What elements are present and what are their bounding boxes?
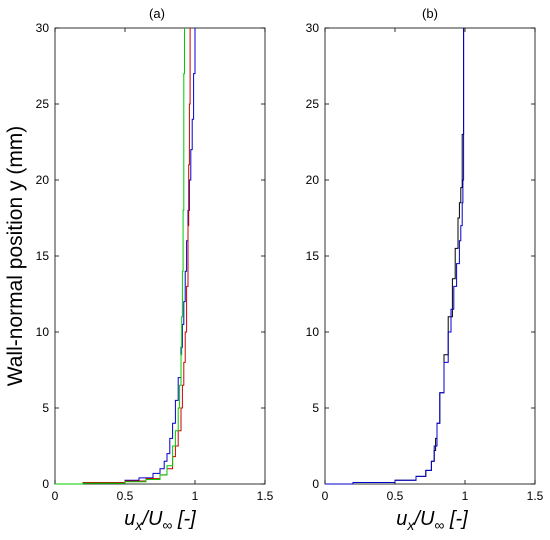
panel-a-x-tick-label: 0 xyxy=(52,489,59,503)
panel-a-x-tick-label: 1.5 xyxy=(257,489,274,503)
panel-a-y-tick-label: 30 xyxy=(36,21,50,35)
x-label-u: u xyxy=(396,508,407,530)
panel-b-series xyxy=(325,28,465,485)
panel-b-x-tick-label: 1 xyxy=(462,489,469,503)
panel-b-y-tick-label: 0 xyxy=(312,477,319,491)
panel-a-series-line-3 xyxy=(55,28,185,485)
panel-a-x-tick-label: 1 xyxy=(192,489,199,503)
panel-a-y-tick-label: 20 xyxy=(36,173,50,187)
panel-b-y-tick-label: 30 xyxy=(306,21,320,35)
panel-b-title: (b) xyxy=(422,6,438,21)
panel-a-x-tick-label: 0.5 xyxy=(117,489,134,503)
panel-a-x-axis-label: ux/U∞ [-] xyxy=(124,508,196,533)
panel-a-frame xyxy=(54,27,266,485)
panel-b-y-tick-label: 10 xyxy=(306,325,320,339)
panel-a-series xyxy=(55,28,196,485)
x-label-u: u xyxy=(124,508,135,530)
panel-a-y-tick-label: 5 xyxy=(42,401,49,415)
panel-b: (b) 0 0.5 1 1.5 0 5 10 15 20 25 30 ux/U∞ [-] xyxy=(306,6,544,533)
svg-text:ux/U∞ [-]: ux/U∞ [-] xyxy=(124,508,196,533)
panel-b-x-axis-label: ux/U∞ [-] xyxy=(396,508,468,533)
panel-a-series-line-1 xyxy=(55,28,196,485)
x-label-unit: [-] xyxy=(444,508,468,530)
panel-b-series-line-1 xyxy=(325,28,465,485)
panel-a-ticks: 0 0.5 1 1.5 0 5 10 15 20 25 30 xyxy=(36,21,274,503)
panel-a-y-tick-label: 25 xyxy=(36,97,50,111)
panel-b-y-tick-label: 15 xyxy=(306,249,320,263)
x-label-sub-inf: ∞ xyxy=(434,517,444,533)
x-label-slash: /U xyxy=(140,508,163,530)
x-label-unit: [-] xyxy=(172,508,196,530)
panel-b-x-tick-label: 0 xyxy=(322,489,329,503)
panel-b-x-tick-label: 0.5 xyxy=(387,489,404,503)
x-label-sub-x: x xyxy=(406,517,415,533)
panel-a-series-line-2 xyxy=(55,28,191,485)
panel-b-x-tick-label: 1.5 xyxy=(527,489,544,503)
panel-a-y-tick-label: 15 xyxy=(36,249,50,263)
panel-a-y-tick-label: 10 xyxy=(36,325,50,339)
panel-a: (a) 0 0.5 1 1.5 0 5 10 15 20 25 30 ux/U∞ [-] xyxy=(36,6,274,533)
x-label-slash: /U xyxy=(412,508,435,530)
panel-b-ticks: 0 0.5 1 1.5 0 5 10 15 20 25 30 xyxy=(306,21,544,503)
x-label-sub-inf: ∞ xyxy=(162,517,172,533)
panel-b-y-tick-label: 20 xyxy=(306,173,320,187)
y-axis-label: Wall-normal position y (mm) xyxy=(4,126,27,387)
panel-b-y-tick-label: 25 xyxy=(306,97,320,111)
panel-b-frame xyxy=(324,27,536,485)
panel-a-title: (a) xyxy=(149,6,165,21)
svg-text:ux/U∞ [-]: ux/U∞ [-] xyxy=(396,508,468,533)
x-label-sub-x: x xyxy=(134,517,143,533)
panel-b-series-line-2 xyxy=(325,28,465,485)
panel-a-y-tick-label: 0 xyxy=(42,477,49,491)
panel-b-y-tick-label: 5 xyxy=(312,401,319,415)
